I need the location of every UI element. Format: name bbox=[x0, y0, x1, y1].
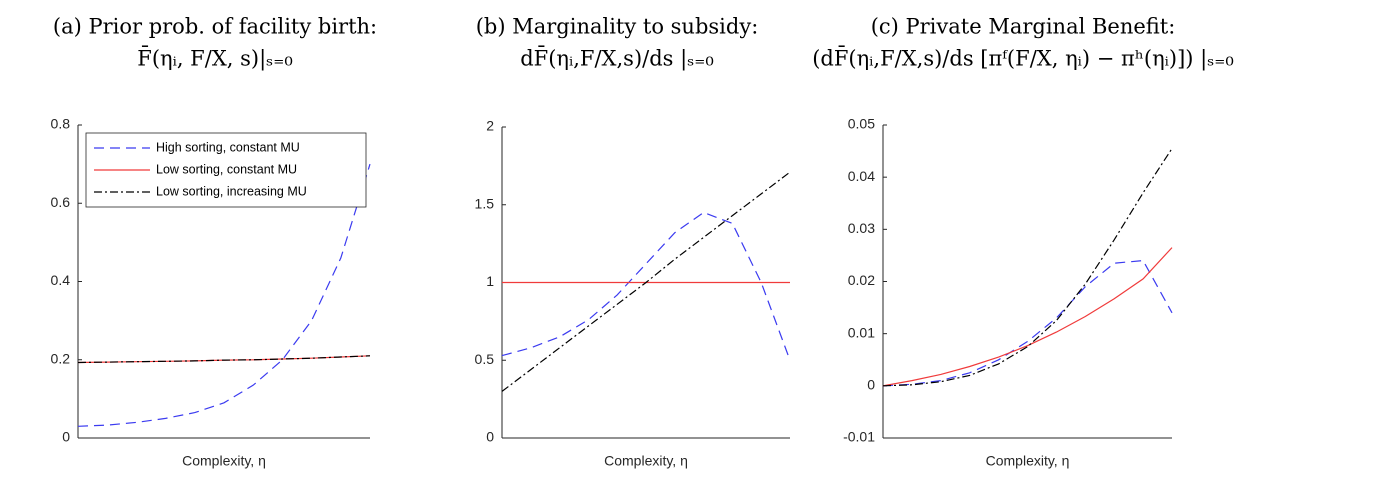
y-tick-label: 0.03 bbox=[848, 220, 875, 236]
series-line bbox=[77, 163, 371, 427]
chart-title: (a) Prior prob. of facility birth: bbox=[53, 15, 377, 39]
y-tick-label: 0.6 bbox=[51, 194, 71, 210]
series-line bbox=[77, 355, 371, 364]
y-tick-label: 0.04 bbox=[848, 168, 875, 184]
series-line bbox=[882, 148, 1173, 387]
chart-title: dF̄(ηᵢ,F/X,s)/ds |ₛ₌₀ bbox=[520, 46, 714, 72]
y-tick-label: 0.2 bbox=[51, 350, 71, 366]
chart-title: (c) Private Marginal Benefit: bbox=[871, 15, 1176, 39]
y-tick-label: 0.4 bbox=[51, 272, 71, 288]
x-axis-label: Complexity, η bbox=[182, 453, 266, 469]
x-axis-label: Complexity, η bbox=[604, 453, 688, 469]
chart-title: (b) Marginality to subsidy: bbox=[476, 15, 759, 39]
y-tick-label: 1 bbox=[486, 273, 494, 289]
series-line bbox=[882, 247, 1173, 387]
series-line bbox=[501, 211, 791, 361]
y-tick-label: 2 bbox=[486, 118, 494, 134]
chart-title: F̄(ηᵢ, F/X, s)|ₛ₌₀ bbox=[137, 46, 293, 72]
x-axis-label: Complexity, η bbox=[986, 453, 1070, 469]
legend-label: High sorting, constant MU bbox=[156, 140, 300, 154]
y-tick-label: 0.8 bbox=[51, 116, 71, 132]
y-tick-label: 1.5 bbox=[475, 195, 495, 211]
y-tick-label: 0.5 bbox=[475, 351, 495, 367]
y-tick-label: -0.01 bbox=[843, 429, 875, 445]
y-tick-label: 0.05 bbox=[848, 116, 875, 132]
legend-label: Low sorting, constant MU bbox=[156, 162, 297, 176]
chart-title: (dF̄(ηᵢ,F/X,s)/ds [πᶠ(F/X, ηᵢ) − πʰ(ηᵢ)]… bbox=[812, 46, 1234, 72]
series-line bbox=[882, 259, 1173, 387]
y-tick-label: 0.02 bbox=[848, 272, 875, 288]
y-tick-label: 0 bbox=[62, 429, 70, 445]
series-line bbox=[501, 171, 791, 392]
y-tick-label: 0.01 bbox=[848, 324, 875, 340]
y-tick-label: 0 bbox=[867, 377, 875, 393]
legend-label: Low sorting, increasing MU bbox=[156, 184, 307, 198]
y-tick-label: 0 bbox=[486, 429, 494, 445]
